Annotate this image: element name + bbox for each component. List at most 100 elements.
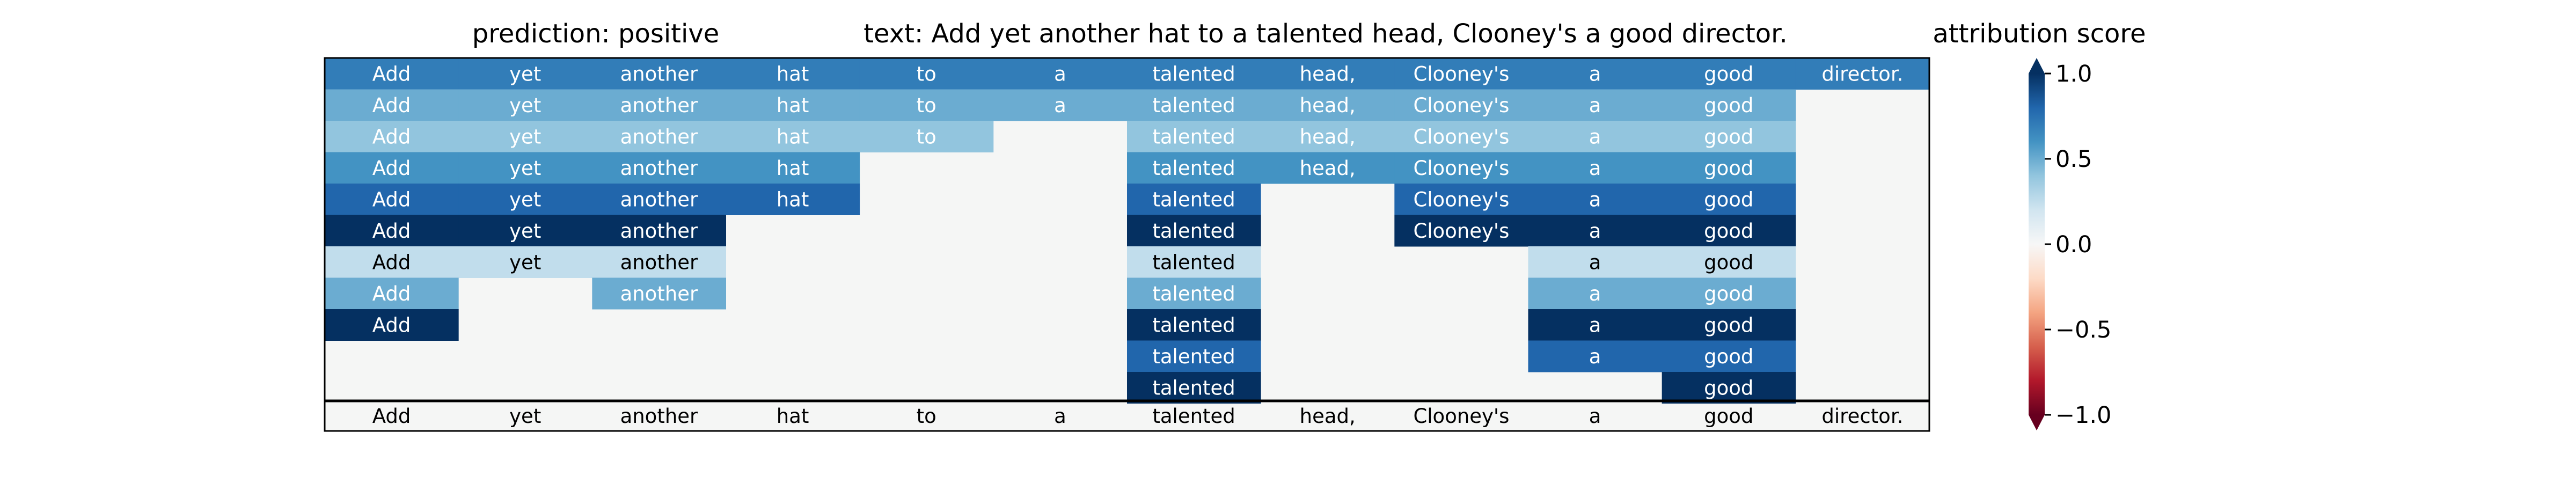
- cell-token-label: head,: [1300, 62, 1356, 85]
- heatmap-cell: [1261, 121, 1395, 152]
- heatmap-cell: [1127, 277, 1261, 310]
- cell-token-label: good: [1704, 251, 1753, 274]
- heatmap-cell: [592, 215, 726, 247]
- token-label: yet: [509, 405, 541, 428]
- heatmap-cell: [1528, 277, 1663, 310]
- heatmap-cell: [1261, 152, 1395, 184]
- heatmap-cell: [993, 89, 1128, 121]
- heatmap-cell: [1394, 121, 1528, 152]
- cell-token-label: Add: [372, 94, 411, 117]
- heatmap-cell: [1528, 215, 1663, 247]
- heatmap-cell: [1127, 89, 1261, 121]
- cell-token-label: Add: [372, 188, 411, 211]
- cell-token-label: yet: [509, 251, 541, 274]
- token-label: director.: [1821, 405, 1903, 428]
- heatmap-frame: [324, 57, 1930, 432]
- heatmap-cell: [458, 184, 592, 215]
- heatmap-cell: [325, 246, 459, 278]
- cell-token-label: another: [620, 251, 698, 274]
- heatmap-cell: [1127, 152, 1261, 184]
- cell-token-label: to: [917, 94, 936, 117]
- heatmap-cell: [1662, 215, 1796, 247]
- heatmap-cell: [726, 152, 860, 184]
- cell-token-label: talented: [1152, 345, 1235, 368]
- cell-token-label: another: [620, 219, 698, 243]
- heatmap-cell: [1662, 309, 1796, 341]
- heatmap-cell: [592, 277, 726, 310]
- colorbar-tick-label: −0.5: [2055, 317, 2111, 343]
- colorbar-tick-label: 0.0: [2055, 231, 2092, 258]
- token-label: a: [1054, 405, 1066, 428]
- colorbar: [2029, 74, 2045, 415]
- heatmap-cell: [1127, 215, 1261, 247]
- cell-token-label: good: [1704, 345, 1753, 368]
- cell-token-label: a: [1054, 62, 1066, 85]
- cell-token-label: Clooney's: [1413, 188, 1509, 211]
- heatmap-cell: [1127, 246, 1261, 278]
- heatmap-cell: [592, 121, 726, 152]
- cell-token-label: another: [620, 188, 698, 211]
- heatmap-cell: [458, 89, 592, 121]
- heatmap-cell: [1127, 309, 1261, 341]
- cell-token-label: head,: [1300, 94, 1356, 117]
- heatmap-cell: [1662, 184, 1796, 215]
- heatmap-cell: [993, 58, 1128, 90]
- heatmap-cell: [1394, 215, 1528, 247]
- cell-token-label: a: [1589, 313, 1601, 336]
- cell-token-label: a: [1054, 94, 1066, 117]
- heatmap-cell: [1394, 58, 1528, 90]
- token-label: Add: [372, 405, 411, 428]
- heatmap-cell: [458, 152, 592, 184]
- heatmap-cell: [1662, 152, 1796, 184]
- cell-token-label: a: [1589, 188, 1601, 211]
- heatmap-cell: [726, 58, 860, 90]
- heatmap-cell: [859, 58, 994, 90]
- cell-token-label: yet: [509, 157, 541, 180]
- heatmap-cell: [458, 58, 592, 90]
- heatmap-cell: [1528, 152, 1663, 184]
- cell-token-label: good: [1704, 94, 1753, 117]
- heatmap-cell: [1662, 372, 1796, 404]
- cell-token-label: Clooney's: [1413, 94, 1509, 117]
- cell-token-label: a: [1589, 125, 1601, 148]
- heatmap-cell: [1662, 58, 1796, 90]
- heatmap-cell: [1394, 89, 1528, 121]
- cell-token-label: to: [917, 62, 936, 85]
- cell-token-label: hat: [777, 125, 809, 148]
- heatmap-cell: [1662, 277, 1796, 310]
- heatmap-cell: [1528, 184, 1663, 215]
- heatmap-cell: [458, 246, 592, 278]
- heatmap-cell: [859, 89, 994, 121]
- cell-token-label: a: [1589, 282, 1601, 305]
- colorbar-min-extend: [2029, 415, 2045, 430]
- heatmap-cell: [592, 152, 726, 184]
- heatmap-cell: [726, 121, 860, 152]
- heatmap-cell: [1394, 184, 1528, 215]
- cell-token-label: Clooney's: [1413, 125, 1509, 148]
- cell-token-label: good: [1704, 219, 1753, 243]
- token-label: a: [1589, 405, 1601, 428]
- token-label: head,: [1300, 405, 1356, 428]
- cell-token-label: yet: [509, 125, 541, 148]
- token-label: good: [1704, 405, 1753, 428]
- token-label: talented: [1152, 405, 1235, 428]
- cell-token-label: talented: [1152, 62, 1235, 85]
- cell-token-label: a: [1589, 219, 1601, 243]
- cell-token-label: yet: [509, 62, 541, 85]
- heatmap-cells: Add yet another hat to a talented head, Clooney'…: [325, 58, 1930, 404]
- heatmap-cell: [1662, 340, 1796, 372]
- cell-token-label: a: [1589, 157, 1601, 180]
- cell-token-label: another: [620, 157, 698, 180]
- cell-token-label: good: [1704, 62, 1753, 85]
- cell-token-label: yet: [509, 219, 541, 243]
- heatmap-cell: [1127, 121, 1261, 152]
- token-label-row: Add yet another hat to a talented head, Clooney'…: [372, 405, 1904, 428]
- cell-token-label: talented: [1152, 157, 1235, 180]
- heatmap-cell: [325, 309, 459, 341]
- heatmap-cell: [1528, 340, 1663, 372]
- cell-token-label: Add: [372, 219, 411, 243]
- token-label: another: [620, 405, 698, 428]
- colorbar-tick-label: −1.0: [2055, 402, 2111, 429]
- sentence-title: text: Add yet another hat to a talented …: [863, 19, 1788, 49]
